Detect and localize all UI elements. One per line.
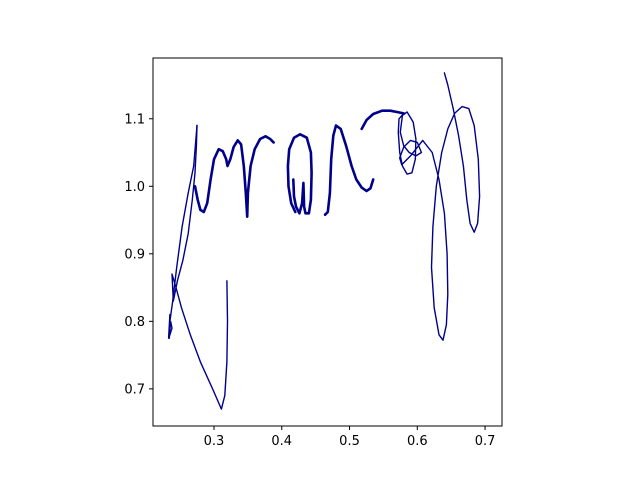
x-tick-label: 0.4: [271, 434, 292, 449]
stroke-hook: [167, 124, 198, 339]
stroke-loops-right: [397, 72, 481, 341]
x-tick-label: 0.7: [475, 434, 496, 449]
x-axis: 0.3 0.4 0.5 0.6 0.7: [204, 426, 496, 449]
y-tick-label: 0.8: [124, 315, 145, 330]
plot-area: [153, 58, 502, 426]
y-tick-label: 1.1: [124, 112, 145, 127]
stroke-o: [286, 133, 313, 215]
strokes-layer: [167, 72, 481, 410]
y-axis: 0.7 0.8 0.9 1.0 1.1: [124, 112, 153, 397]
x-tick-label: 0.6: [407, 434, 428, 449]
y-tick-label: 0.9: [124, 247, 145, 262]
y-tick-label: 0.7: [124, 382, 145, 397]
stroke-n: [323, 124, 375, 216]
stroke-descender-left: [171, 124, 229, 410]
x-tick-label: 0.3: [204, 434, 225, 449]
stroke-m: [193, 135, 275, 218]
y-tick-label: 1.0: [124, 180, 145, 195]
stroke-swirl-top: [360, 109, 405, 131]
axes-frame: [152, 57, 503, 427]
x-tick-label: 0.5: [339, 434, 360, 449]
